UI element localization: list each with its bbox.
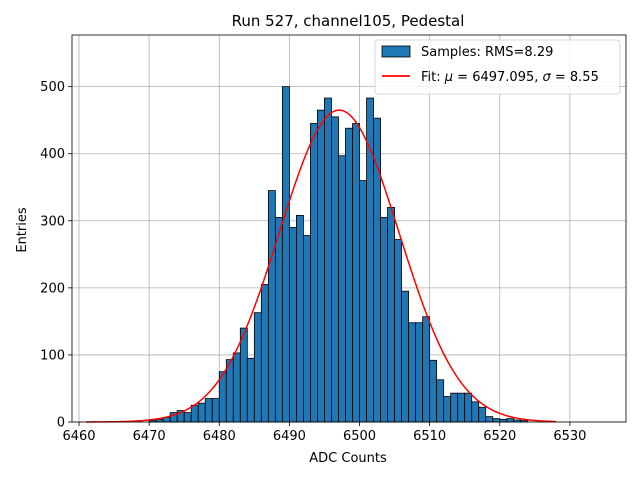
histogram-bar <box>408 322 417 423</box>
histogram-bar <box>246 357 255 423</box>
x-axis-ticks: 6460 6470 6480 6490 6500 6510 6520 6530 <box>62 422 586 444</box>
histogram-bar <box>457 392 466 423</box>
histogram-bar <box>485 416 494 423</box>
x-tick-label: 6470 <box>133 429 166 444</box>
histogram-bar <box>387 206 395 423</box>
histogram-bar <box>239 327 248 423</box>
y-tick-label: 200 <box>40 281 65 296</box>
histogram-bar <box>380 217 388 423</box>
x-tick-label: 6500 <box>343 429 376 444</box>
histogram-bars <box>148 86 529 423</box>
histogram-bar <box>401 290 410 423</box>
legend-fit-label: Fit: μ = 6497.095, σ = 8.55 <box>421 70 599 85</box>
x-axis-label: ADC Counts <box>309 451 387 466</box>
x-tick-label: 6480 <box>203 429 236 444</box>
histogram-bar <box>232 352 241 423</box>
histogram-bar <box>331 116 339 423</box>
histogram-bar <box>281 86 290 423</box>
legend-fit-mu-value: = 6497.095, <box>453 70 542 85</box>
histogram-bar <box>288 227 297 423</box>
histogram-bar <box>317 109 325 423</box>
x-tick-label: 6520 <box>483 429 516 444</box>
histogram-bar <box>253 312 262 423</box>
histogram-bar <box>345 127 353 423</box>
histogram-bar <box>260 284 269 423</box>
y-axis-label: Entries <box>15 207 30 253</box>
x-tick-label: 6530 <box>553 429 586 444</box>
histogram-bar <box>443 396 452 423</box>
x-tick-label: 6490 <box>273 429 306 444</box>
legend-fit-sigma-value: = 8.55 <box>551 70 599 85</box>
legend-histogram-swatch <box>381 45 411 58</box>
histogram-bar <box>415 322 424 423</box>
y-tick-label: 0 <box>57 416 65 431</box>
histogram-bar <box>190 404 199 423</box>
histogram-bar <box>310 123 318 423</box>
histogram-bar <box>506 418 515 423</box>
legend-fit-prefix: Fit: <box>421 70 445 85</box>
histogram-bar <box>499 418 508 423</box>
y-axis-ticks: 0 100 200 300 400 500 <box>40 80 72 431</box>
histogram-bar <box>394 239 402 423</box>
y-tick-label: 100 <box>40 348 65 363</box>
histogram-bar <box>155 418 164 423</box>
histogram-bar <box>204 398 213 423</box>
histogram-bar <box>436 379 445 423</box>
histogram-bar <box>471 401 480 423</box>
histogram-bar <box>183 412 192 423</box>
histogram-bar <box>225 359 234 423</box>
y-tick-label: 300 <box>40 214 65 229</box>
histogram-bar <box>478 406 487 423</box>
histogram-bar <box>197 402 206 423</box>
histogram-bar <box>359 180 367 423</box>
histogram-bar <box>422 316 431 423</box>
histogram-bar <box>366 97 374 423</box>
histogram-bar <box>274 217 283 423</box>
legend-box <box>374 39 621 95</box>
histogram-bar <box>492 418 501 423</box>
histogram-bar <box>464 392 473 423</box>
legend: Samples: RMS=8.29 Fit: μ = 6497.095, σ =… <box>374 39 621 95</box>
gaussian-fit-curve <box>86 109 556 423</box>
histogram-bar <box>303 235 311 423</box>
legend-fit-mu-symbol: μ <box>444 70 453 85</box>
histogram-bar <box>352 123 360 423</box>
chart-title: Run 527, channel105, Pedestal <box>232 12 465 30</box>
x-tick-label: 6460 <box>62 429 95 444</box>
histogram-bar <box>267 190 276 423</box>
y-tick-label: 500 <box>40 80 65 95</box>
plot-frame <box>71 34 627 423</box>
histogram-bar <box>429 359 438 423</box>
histogram-bar <box>338 155 346 423</box>
histogram-bar <box>373 117 381 423</box>
legend-histogram-label: Samples: RMS=8.29 <box>421 45 553 60</box>
legend-fit-sigma-symbol: σ <box>543 70 552 85</box>
histogram-bar <box>450 392 459 423</box>
x-tick-label: 6510 <box>413 429 446 444</box>
histogram-bar <box>211 398 220 423</box>
histogram-bar <box>296 215 304 423</box>
histogram-bar <box>324 97 332 423</box>
y-tick-label: 400 <box>40 147 65 162</box>
